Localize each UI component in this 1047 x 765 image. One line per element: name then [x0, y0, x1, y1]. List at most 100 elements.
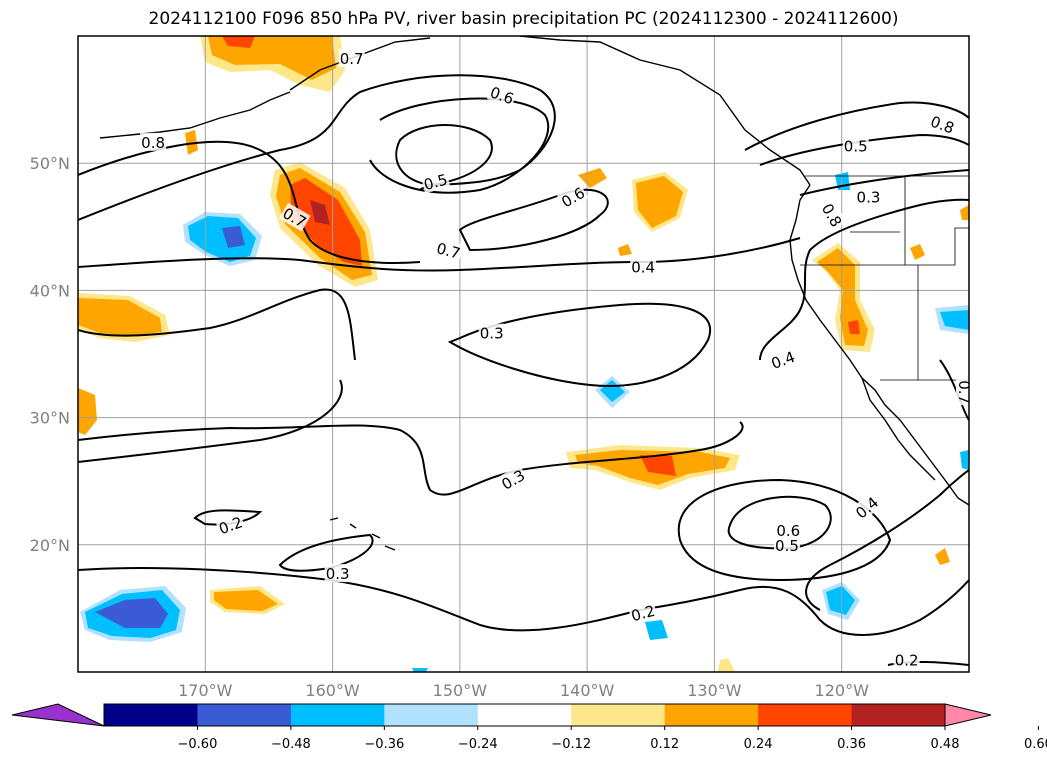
- contour-label-bg: [775, 520, 802, 539]
- contour-label-bg: [420, 169, 451, 194]
- precip-positive-blobs: [78, 36, 969, 672]
- colorbar-swatch: [477, 704, 572, 726]
- pv-contour: [805, 469, 969, 611]
- contour-label-text: 0.3: [326, 565, 350, 583]
- contour-label-text: 0.7: [435, 239, 463, 263]
- precip-blob: [78, 388, 97, 435]
- contour-label: 0.6: [775, 520, 802, 540]
- lat-tick-label: 20°N: [30, 536, 70, 555]
- contour-label-bg: [556, 182, 589, 211]
- contour-label: 0.2: [628, 600, 658, 625]
- contour-label-bg: [767, 346, 799, 373]
- contour-label: 0.7: [433, 237, 464, 263]
- contour-label: 0.3: [478, 323, 505, 343]
- lon-tick-label: 150°W: [433, 681, 488, 700]
- precip-blob: [640, 455, 676, 476]
- hawaii-islands: [329, 517, 396, 551]
- precip-blob: [78, 298, 162, 336]
- precip-blob: [636, 176, 683, 228]
- colorbar-extend-max: [944, 703, 992, 727]
- contour-label-text: 0.5: [844, 138, 868, 156]
- colorbar-tick-label: 0.36: [837, 737, 866, 752]
- precip-blob: [412, 668, 428, 672]
- contour-label-bg: [955, 379, 969, 406]
- colorbar-tick-label: −0.36: [364, 737, 404, 752]
- precip-blob: [310, 200, 330, 225]
- contour-label: 0.8: [818, 199, 847, 231]
- aleutian-islands: [99, 91, 291, 139]
- pv-contour: [677, 478, 892, 582]
- precip-blob: [826, 586, 855, 615]
- contour-label-text: 0.7: [955, 380, 973, 404]
- contour-label-bg: [140, 132, 167, 151]
- contour-label-bg: [818, 199, 847, 231]
- contour-label-text: 0.2: [895, 652, 919, 670]
- colorbar-tick-label: −0.24: [458, 737, 498, 752]
- contour-label: 0.3: [855, 187, 882, 207]
- colorbar-swatch: [384, 704, 479, 726]
- precip-blob: [718, 658, 735, 672]
- contour-label: 0.5: [420, 169, 451, 194]
- pv-contour: [744, 101, 969, 151]
- pv-contour: [78, 288, 356, 361]
- colorbar-swatch: [664, 704, 759, 726]
- lat-tick-label: 50°N: [30, 154, 70, 173]
- pv-contour: [78, 237, 801, 272]
- contour-label-bg: [338, 48, 365, 67]
- precip-shading: [78, 36, 969, 672]
- contour-label-text: 0.4: [631, 259, 655, 277]
- pv-contour: [278, 533, 374, 572]
- colorbar-tick-label: 0.12: [650, 737, 679, 752]
- contour-label-bg: [850, 491, 883, 523]
- precip-blob: [935, 548, 950, 565]
- north-america-west-coast: [789, 184, 969, 506]
- contour-label-text: 0.5: [422, 170, 450, 194]
- lat-tick-label: 30°N: [30, 409, 70, 428]
- contour-label-bg: [324, 564, 351, 583]
- colorbar: −0.60 −0.48 −0.36 −0.24 −0.12 0.12 0.24 0.36 0.4…: [11, 703, 1047, 752]
- contour-label-bg: [478, 323, 505, 342]
- pv-contour: [727, 495, 832, 550]
- lon-tick-labels: 170°W 160°W 150°W 140°W 130°W 120°W: [178, 681, 869, 700]
- precip-blob: [910, 244, 925, 260]
- contour-label-text: 0.8: [141, 134, 165, 152]
- colorbar-tick-label: −0.12: [551, 737, 591, 752]
- colorbar-tick-label: −0.48: [271, 737, 311, 752]
- precip-blob: [222, 36, 255, 48]
- colorbar-outline: [103, 703, 946, 727]
- colorbar-swatch: [758, 704, 853, 726]
- contour-label-bg: [927, 111, 958, 138]
- colorbar-swatch: [104, 704, 198, 726]
- precip-blob: [222, 226, 245, 248]
- lon-tick-label: 130°W: [687, 681, 742, 700]
- colorbar-swatch: [197, 704, 292, 726]
- pv-contour: [369, 97, 550, 194]
- contour-label-text: 0.6: [776, 522, 800, 540]
- pv-contours: [78, 74, 969, 666]
- contour-label-bg: [486, 81, 518, 108]
- contour-label: 0.6: [556, 182, 589, 211]
- precip-blob: [645, 620, 668, 640]
- contour-label-bg: [497, 464, 529, 494]
- colorbar-tick-label: 0.60: [1024, 737, 1047, 752]
- precip-blob: [960, 205, 969, 220]
- contour-label: 0.5: [842, 136, 869, 156]
- pv-contour: [78, 421, 744, 496]
- contour-label: 0.4: [767, 346, 799, 373]
- contour-label-text: 0.7: [340, 50, 364, 68]
- contour-label: 0.7: [338, 48, 365, 68]
- map-title: 2024112100 F096 850 hPa PV, river basin …: [148, 9, 899, 29]
- contour-label-bg: [279, 202, 311, 232]
- contour-label-bg: [855, 187, 882, 206]
- colorbar-swatch: [290, 704, 385, 726]
- lon-tick-label: 160°W: [305, 681, 360, 700]
- contour-label-bg: [773, 536, 800, 555]
- lon-tick-label: 170°W: [178, 681, 233, 700]
- contour-label: 0.7: [955, 379, 973, 406]
- colorbar-extend-min: [11, 703, 105, 727]
- contour-label: 0.2: [215, 511, 246, 538]
- precip-blob: [95, 598, 168, 628]
- precip-blob: [817, 248, 868, 346]
- pv-contour: [395, 124, 493, 187]
